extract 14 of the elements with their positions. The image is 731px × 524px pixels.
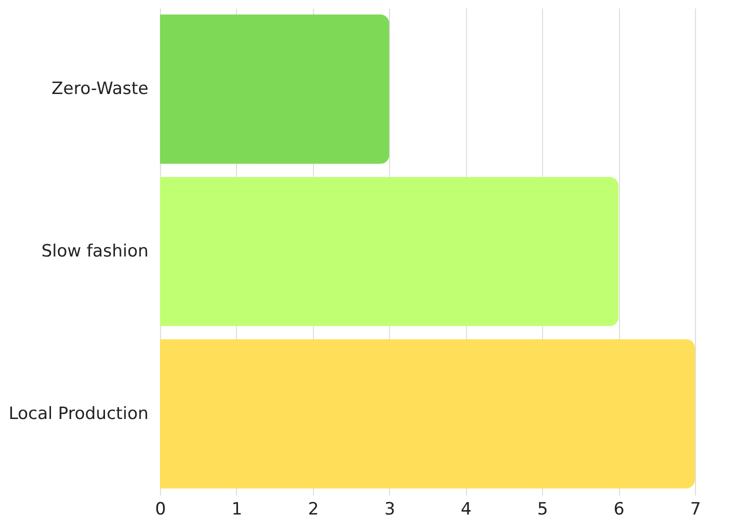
x-tick-label: 2 [308, 500, 319, 520]
bar [160, 339, 695, 489]
x-tick-label: 4 [460, 500, 472, 520]
x-tick-label: 6 [614, 500, 624, 520]
x-tick-label: 5 [537, 500, 548, 520]
y-tick-label: Local Production [8, 404, 148, 424]
x-tick-label: 3 [384, 500, 396, 520]
x-tick-label: 0 [155, 500, 166, 520]
x-tick-label: 7 [690, 500, 701, 520]
bar [160, 14, 390, 164]
bar [160, 176, 619, 326]
y-tick-label: Zero-Waste [51, 79, 148, 100]
x-tick-label: 1 [232, 500, 242, 520]
y-tick-label: Slow fashion [41, 242, 148, 262]
